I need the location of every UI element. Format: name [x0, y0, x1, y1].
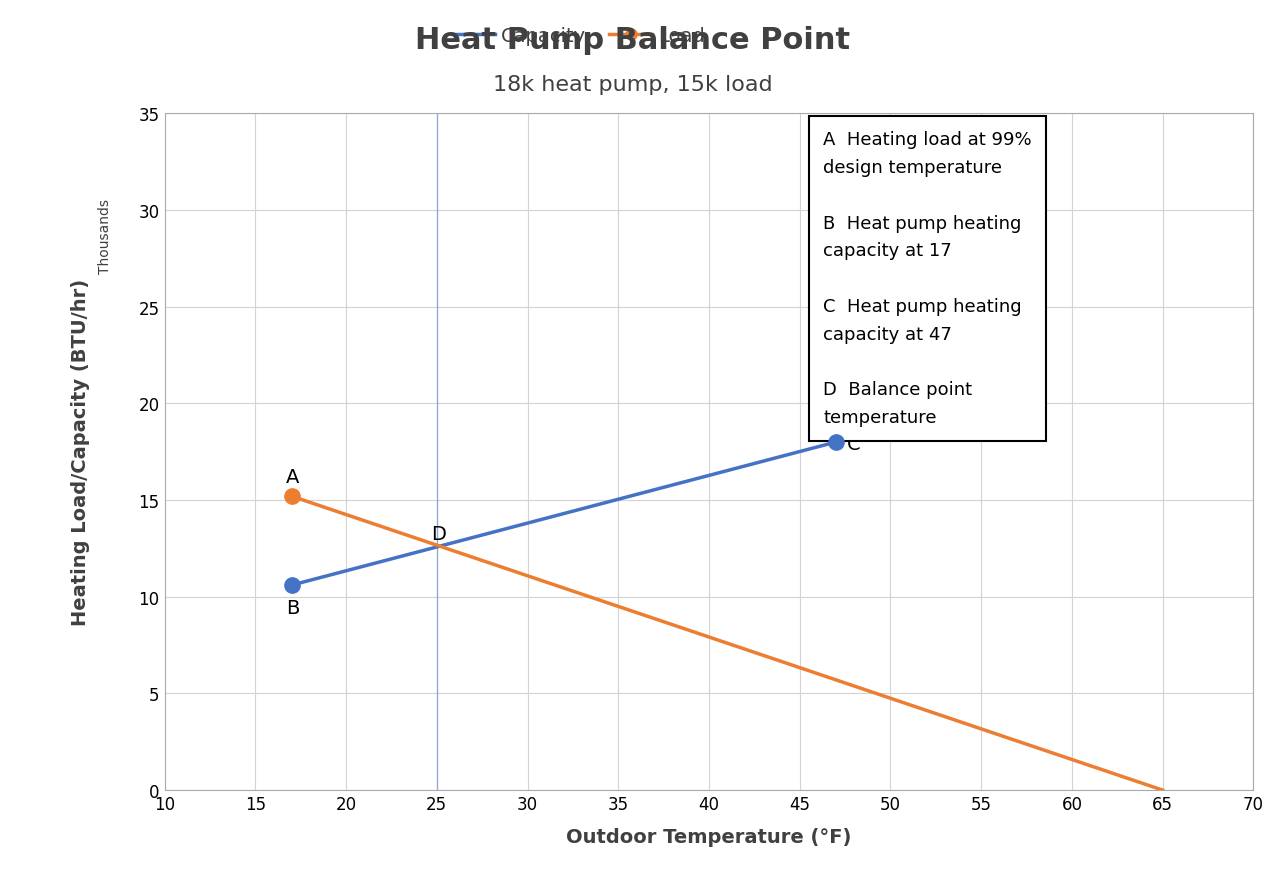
- Text: B: B: [286, 598, 300, 617]
- X-axis label: Outdoor Temperature (°F): Outdoor Temperature (°F): [566, 827, 852, 846]
- Text: D: D: [432, 524, 446, 543]
- Y-axis label: Heating Load/Capacity (BTU/hr): Heating Load/Capacity (BTU/hr): [71, 279, 90, 625]
- Text: Thousands: Thousands: [97, 198, 111, 273]
- Text: A: A: [286, 468, 300, 486]
- Text: 18k heat pump, 15k load: 18k heat pump, 15k load: [494, 75, 772, 95]
- Text: A  Heating load at 99%
design temperature

B  Heat pump heating
capacity at 17

: A Heating load at 99% design temperature…: [823, 131, 1032, 427]
- Text: Heat Pump Balance Point: Heat Pump Balance Point: [415, 26, 851, 55]
- Legend: Capacity, Load: Capacity, Load: [444, 19, 713, 54]
- Text: C: C: [847, 435, 861, 453]
